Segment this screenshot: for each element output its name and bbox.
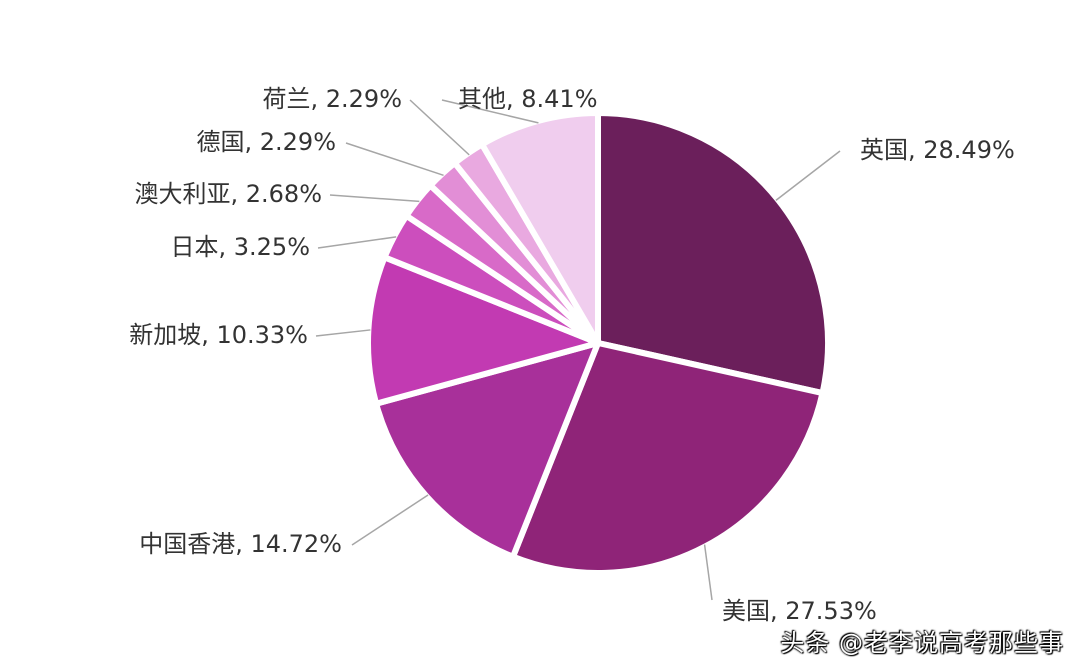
leader-line-2 bbox=[351, 494, 429, 546]
data-label-5: 澳大利亚, 2.68% bbox=[135, 180, 323, 208]
leader-line-1 bbox=[703, 544, 713, 601]
data-label-8: 其他, 8.41% bbox=[458, 85, 598, 113]
data-label-7: 荷兰, 2.29% bbox=[263, 85, 403, 113]
leader-lines bbox=[315, 99, 841, 601]
leader-line-7 bbox=[409, 99, 470, 156]
pie-slice-8 bbox=[479, 110, 601, 346]
leader-line-8 bbox=[441, 99, 539, 124]
data-label-1: 美国, 27.53% bbox=[722, 597, 877, 625]
leader-line-4 bbox=[317, 236, 397, 249]
data-label-3: 新加坡, 10.33% bbox=[129, 321, 308, 349]
data-label-6: 德国, 2.29% bbox=[197, 128, 337, 156]
leader-line-0 bbox=[775, 150, 841, 201]
data-label-2: 中国香港, 14.72% bbox=[139, 530, 342, 558]
leader-line-5 bbox=[329, 194, 420, 203]
watermark: 头条 @老李说高考那些事 bbox=[780, 629, 1064, 657]
leader-line-6 bbox=[345, 142, 444, 177]
data-labels: 英国, 28.49% 美国, 27.53% 中国香港, 14.72% 新加坡, 10.… bbox=[129, 85, 1015, 625]
pie-slices bbox=[365, 110, 831, 576]
data-label-0: 英国, 28.49% bbox=[860, 136, 1015, 164]
leader-line-3 bbox=[315, 329, 371, 337]
data-label-4: 日本, 3.25% bbox=[171, 233, 311, 261]
